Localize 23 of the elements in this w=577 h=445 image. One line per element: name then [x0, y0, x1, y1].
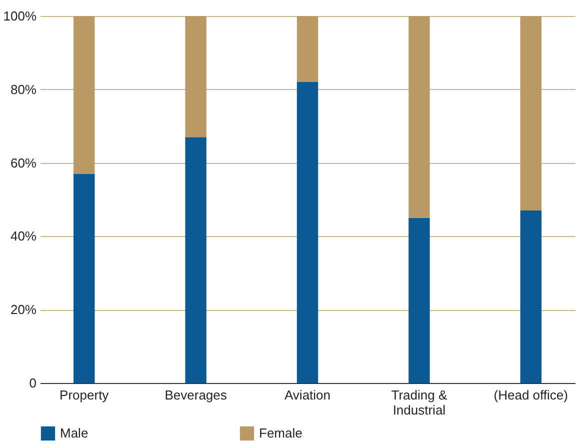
y-tick-label: 100%	[3, 8, 37, 24]
bar	[520, 16, 542, 211]
bar	[408, 16, 430, 218]
bar	[520, 210, 542, 383]
x-tick-label: (Head office)	[494, 388, 568, 402]
bar	[185, 137, 206, 383]
bar	[296, 16, 318, 82]
x-tick-label: Property	[60, 388, 110, 402]
bar	[74, 174, 95, 383]
legend-label: Male	[60, 425, 88, 440]
y-tick-label: 40%	[10, 228, 37, 244]
y-tick-label: 0	[29, 376, 36, 390]
x-tick-label: Aviation	[284, 388, 331, 402]
y-tick-label: 60%	[10, 155, 37, 170]
x-tick-label: Beverages	[164, 388, 228, 402]
bar	[296, 82, 318, 383]
x-tick-label: Trading & Industrial	[391, 388, 448, 418]
bar	[408, 218, 430, 383]
y-tick-label: 20%	[10, 302, 37, 318]
y-tick-label: 80%	[10, 82, 37, 97]
bar	[74, 16, 95, 174]
bar	[185, 16, 206, 138]
legend-label: Female	[259, 425, 302, 440]
